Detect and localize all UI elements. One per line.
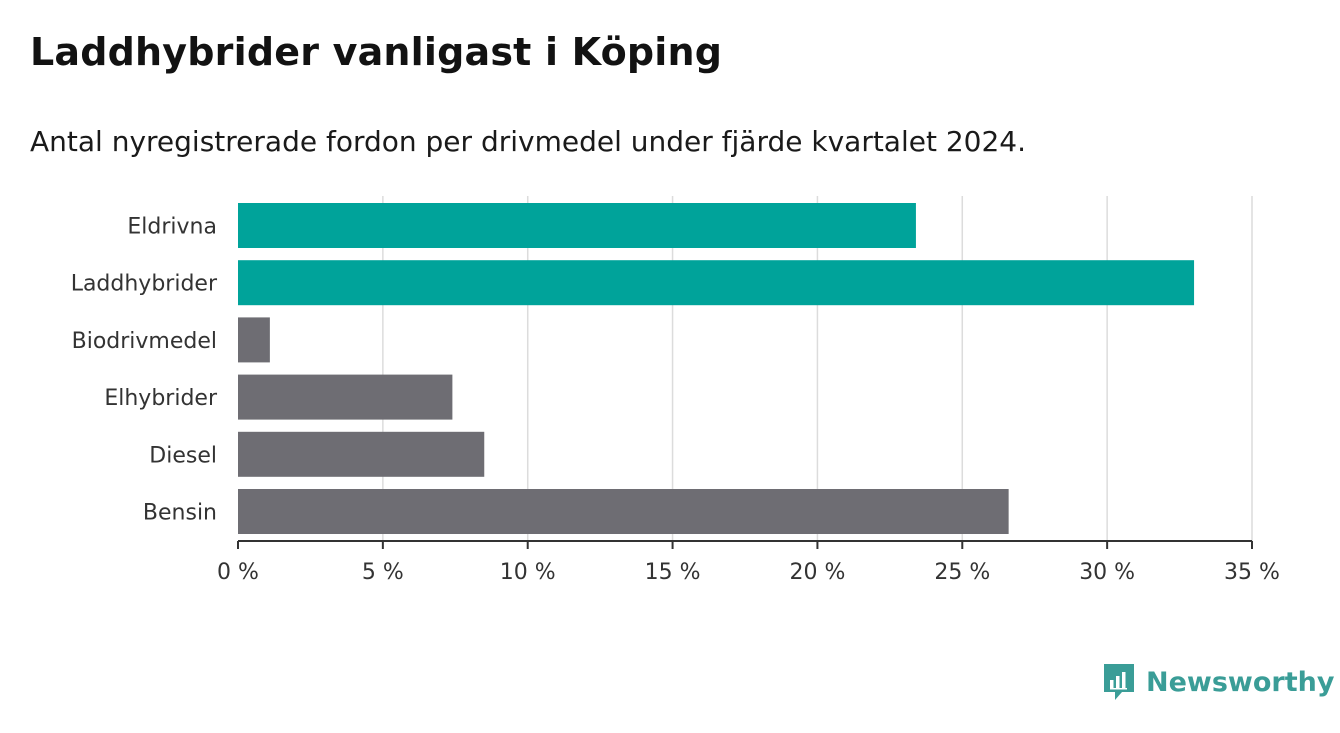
x-tick-label: 0 %: [217, 560, 259, 585]
chart-title: Laddhybrider vanligast i Köping: [30, 30, 723, 74]
bar-chart-speech-icon: [1104, 664, 1134, 700]
category-label: Biodrivmedel: [72, 329, 217, 354]
category-label: Diesel: [149, 443, 217, 468]
x-tick-label: 25 %: [934, 560, 990, 585]
x-tick-label: 20 %: [789, 560, 845, 585]
category-label: Elhybrider: [104, 386, 218, 411]
bar-diesel: [238, 431, 485, 477]
bar-eldrivna: [238, 203, 916, 248]
x-tick-label: 5 %: [362, 560, 404, 585]
x-tick-label: 10 %: [500, 560, 556, 585]
grid-lines: [382, 196, 1253, 541]
category-label: Laddhybrider: [71, 272, 218, 297]
category-label: Eldrivna: [127, 215, 217, 240]
bar-biodrivmedel: [238, 317, 270, 363]
bars: [238, 203, 1195, 534]
bar-elhybrider: [238, 374, 453, 420]
bar-bensin: [238, 489, 1009, 534]
newsworthy-logo: Newsworthy: [1102, 660, 1334, 704]
x-tick-label: 30 %: [1079, 560, 1135, 585]
x-axis: 0 % 5 % 10 % 15 % 20 % 25 % 30 % 35 %: [217, 540, 1280, 585]
category-labels: Eldrivna Laddhybrider Biodrivmedel Elhybrid…: [71, 215, 218, 526]
brand-name: Newsworthy: [1146, 666, 1335, 698]
x-tick-label: 35 %: [1224, 560, 1280, 585]
bar-laddhybrider: [238, 260, 1195, 306]
category-label: Bensin: [143, 501, 217, 526]
x-tick-label: 15 %: [645, 560, 701, 585]
chart-subtitle: Antal nyregistrerade fordon per drivmede…: [30, 125, 1027, 158]
